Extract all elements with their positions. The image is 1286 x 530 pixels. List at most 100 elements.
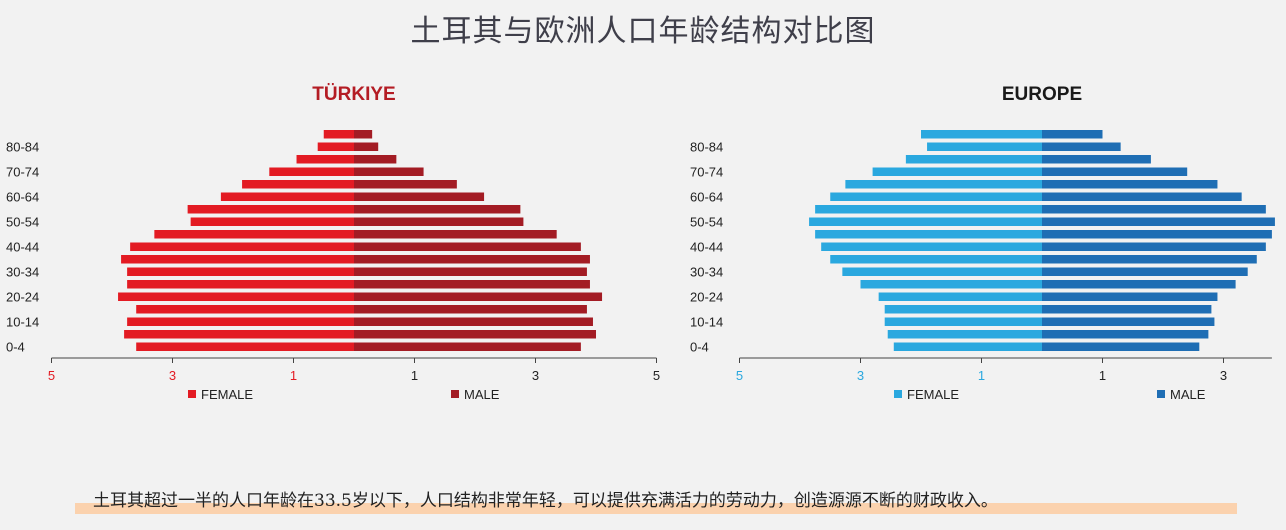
legend-swatch-male: [451, 390, 459, 398]
female-bar-20-24: [118, 292, 354, 301]
age-label-50-54: 50-54: [6, 214, 39, 229]
male-bar-25-29: [354, 280, 590, 289]
female-bar-50-54: [190, 217, 354, 226]
female-bar-75-79: [296, 155, 354, 164]
female-bar-5-9: [124, 330, 354, 339]
legend-swatch-male: [1157, 390, 1165, 398]
x-tick-label: 5: [736, 368, 743, 383]
legend-swatch-female: [894, 390, 902, 398]
legend-label-female: FEMALE: [907, 387, 959, 402]
female-bar-60-64: [830, 192, 1042, 201]
male-bar-30-34: [1042, 267, 1248, 276]
x-tick-label: 5: [653, 368, 660, 383]
age-label-70-74: 70-74: [6, 164, 39, 179]
x-tick-label: 1: [290, 368, 297, 383]
male-bar-45-49: [354, 230, 557, 239]
age-label-40-44: 40-44: [6, 239, 39, 254]
male-bar-85+: [1042, 130, 1103, 139]
male-bar-50-54: [354, 217, 524, 226]
male-bar-45-49: [1042, 230, 1272, 239]
female-bar-65-69: [242, 180, 354, 189]
age-label-0-4: 0-4: [690, 339, 709, 354]
male-bar-70-74: [1042, 167, 1188, 176]
female-bar-75-79: [905, 155, 1042, 164]
male-bar-40-44: [1042, 242, 1266, 251]
age-label-80-84: 80-84: [690, 139, 723, 154]
female-bar-10-14: [127, 317, 354, 326]
legend-label-female: FEMALE: [201, 387, 253, 402]
female-bar-10-14: [884, 317, 1042, 326]
female-bar-55-59: [815, 205, 1042, 214]
female-bar-85+: [921, 130, 1042, 139]
caption-text: 土耳其超过一半的人口年龄在33.5岁以下，人口结构非常年轻，可以提供充满活力的劳…: [93, 491, 998, 511]
female-bar-40-44: [130, 242, 354, 251]
female-bar-85+: [323, 130, 354, 139]
female-bar-40-44: [821, 242, 1042, 251]
male-bar-65-69: [1042, 180, 1218, 189]
female-bar-5-9: [887, 330, 1042, 339]
age-label-40-44: 40-44: [690, 239, 723, 254]
female-bar-50-54: [809, 217, 1042, 226]
male-bar-25-29: [1042, 280, 1236, 289]
female-bar-30-34: [842, 267, 1042, 276]
female-bar-35-39: [121, 255, 354, 264]
male-bar-80-84: [1042, 142, 1121, 151]
europe-pyramid-chart: EUROPE 0-4 10-14 20-24 30-34 40-44 50-54 60-64 7…: [690, 84, 1275, 402]
age-label-60-64: 60-64: [6, 189, 39, 204]
female-bar-70-74: [269, 167, 354, 176]
male-bar-15-19: [1042, 305, 1212, 314]
male-bar-65-69: [354, 180, 457, 189]
age-label-30-34: 30-34: [690, 264, 723, 279]
male-bar-20-24: [354, 292, 603, 301]
age-label-70-74: 70-74: [690, 164, 723, 179]
female-bar-15-19: [136, 305, 354, 314]
male-bar-5-9: [354, 330, 596, 339]
male-bar-35-39: [1042, 255, 1257, 264]
female-bar-55-59: [187, 205, 354, 214]
male-bar-75-79: [354, 155, 397, 164]
caption: 土耳其超过一半的人口年龄在33.5岁以下，人口结构非常年轻，可以提供充满活力的劳…: [75, 484, 1237, 514]
male-bar-55-59: [354, 205, 521, 214]
legend-label-male: MALE: [1170, 387, 1206, 402]
male-bar-10-14: [354, 317, 593, 326]
age-label-10-14: 10-14: [690, 314, 723, 329]
female-bar-80-84: [317, 142, 354, 151]
x-tick-label: 1: [1099, 368, 1106, 383]
age-label-50-54: 50-54: [690, 214, 723, 229]
male-bar-30-34: [354, 267, 587, 276]
male-bar-85+: [354, 130, 373, 139]
female-bar-20-24: [878, 292, 1042, 301]
female-bar-15-19: [884, 305, 1042, 314]
chart-title: EUROPE: [1002, 84, 1082, 105]
male-bar-60-64: [354, 192, 485, 201]
male-bar-55-59: [1042, 205, 1266, 214]
europe-chart-panel: EUROPE 0-4 10-14 20-24 30-34 40-44 50-54 60-64 7…: [680, 70, 1286, 410]
female-bar-80-84: [927, 142, 1042, 151]
page-title: 土耳其与欧洲人口年龄结构对比图: [410, 14, 876, 49]
male-bar-10-14: [1042, 317, 1215, 326]
x-tick-label: 1: [978, 368, 985, 383]
legend-label-male: MALE: [464, 387, 500, 402]
age-label-80-84: 80-84: [6, 139, 39, 154]
turkey-pyramid-chart: TÜRKIYE 0-4 10-14 20-24 30-34 40-44 50-54 60-64…: [6, 84, 660, 402]
male-bar-70-74: [354, 167, 424, 176]
legend-swatch-female: [188, 390, 196, 398]
male-bar-15-19: [354, 305, 587, 314]
age-label-20-24: 20-24: [6, 289, 39, 304]
female-bar-30-34: [127, 267, 354, 276]
age-label-30-34: 30-34: [6, 264, 39, 279]
x-tick-label: 3: [532, 368, 539, 383]
x-tick-label: 1: [411, 368, 418, 383]
female-bar-35-39: [830, 255, 1042, 264]
chart-title: TÜRKIYE: [312, 84, 395, 105]
male-bar-35-39: [354, 255, 590, 264]
age-label-0-4: 0-4: [6, 339, 25, 354]
male-bar-50-54: [1042, 217, 1275, 226]
x-tick-label: 3: [169, 368, 176, 383]
female-bar-0-4: [136, 342, 354, 351]
female-bar-25-29: [127, 280, 354, 289]
male-bar-5-9: [1042, 330, 1209, 339]
female-bar-60-64: [220, 192, 354, 201]
female-bar-70-74: [872, 167, 1042, 176]
female-bar-0-4: [893, 342, 1042, 351]
